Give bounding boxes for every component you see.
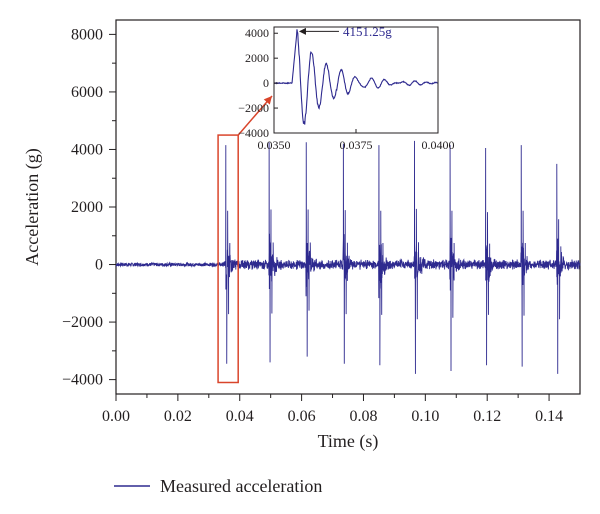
y-tick-label: −2000 [62,314,103,331]
inset-x-tick-label: 0.0400 [422,138,455,152]
x-tick-label: 0.12 [473,408,501,425]
peak-annotation-label: 4151.25g [343,24,392,39]
inset-y-tick-label: −2000 [238,101,269,115]
inset-series-line [273,29,439,125]
y-tick-label: 2000 [71,199,103,216]
inset-connector-arrowhead [263,96,272,105]
y-tick-label: 6000 [71,84,103,101]
inset-signal-group [273,29,439,125]
inset-y-axis-ticks: 4000 2000 0 −2000 −4000 [238,26,278,140]
inset-x-axis-ticks: 0.0350 0.0375 0.0400 [258,129,455,152]
x-tick-label: 0.10 [411,408,439,425]
inset-y-tick-label: 0 [263,76,269,90]
y-tick-label: −4000 [62,372,103,389]
highlight-box [217,134,239,384]
x-axis-ticks: 0.00 0.02 0.04 0.06 0.08 0.10 0.12 0.14 [102,394,563,425]
legend-label: Measured acceleration [160,476,322,496]
x-tick-label: 0.08 [349,408,377,425]
inset-y-tick-label: −4000 [238,126,269,140]
x-tick-label: 0.02 [164,408,192,425]
inset-x-tick-label: 0.0375 [340,138,373,152]
inset-y-tick-label: 4000 [245,26,269,40]
x-tick-label: 0.00 [102,408,130,425]
y-tick-label: 8000 [71,26,103,43]
x-tick-label: 0.14 [535,408,563,425]
y-axis-title: Acceleration (g) [22,148,43,265]
y-axis-ticks: −4000 −2000 0 2000 4000 6000 8000 [62,26,116,389]
y-tick-label: 0 [95,257,103,274]
inset-y-tick-label: 2000 [245,51,269,65]
peak-annotation-arrowhead [298,27,306,35]
x-tick-label: 0.04 [226,408,254,425]
inset-x-tick-label: 0.0350 [258,138,291,152]
inset-background [274,27,438,133]
series-line-measured-acceleration [115,140,581,374]
main-signal-group [115,140,581,374]
y-tick-label: 4000 [71,141,103,158]
x-axis-title: Time (s) [318,431,379,452]
inset-connector-arrow [237,95,273,136]
x-tick-label: 0.06 [288,408,316,425]
